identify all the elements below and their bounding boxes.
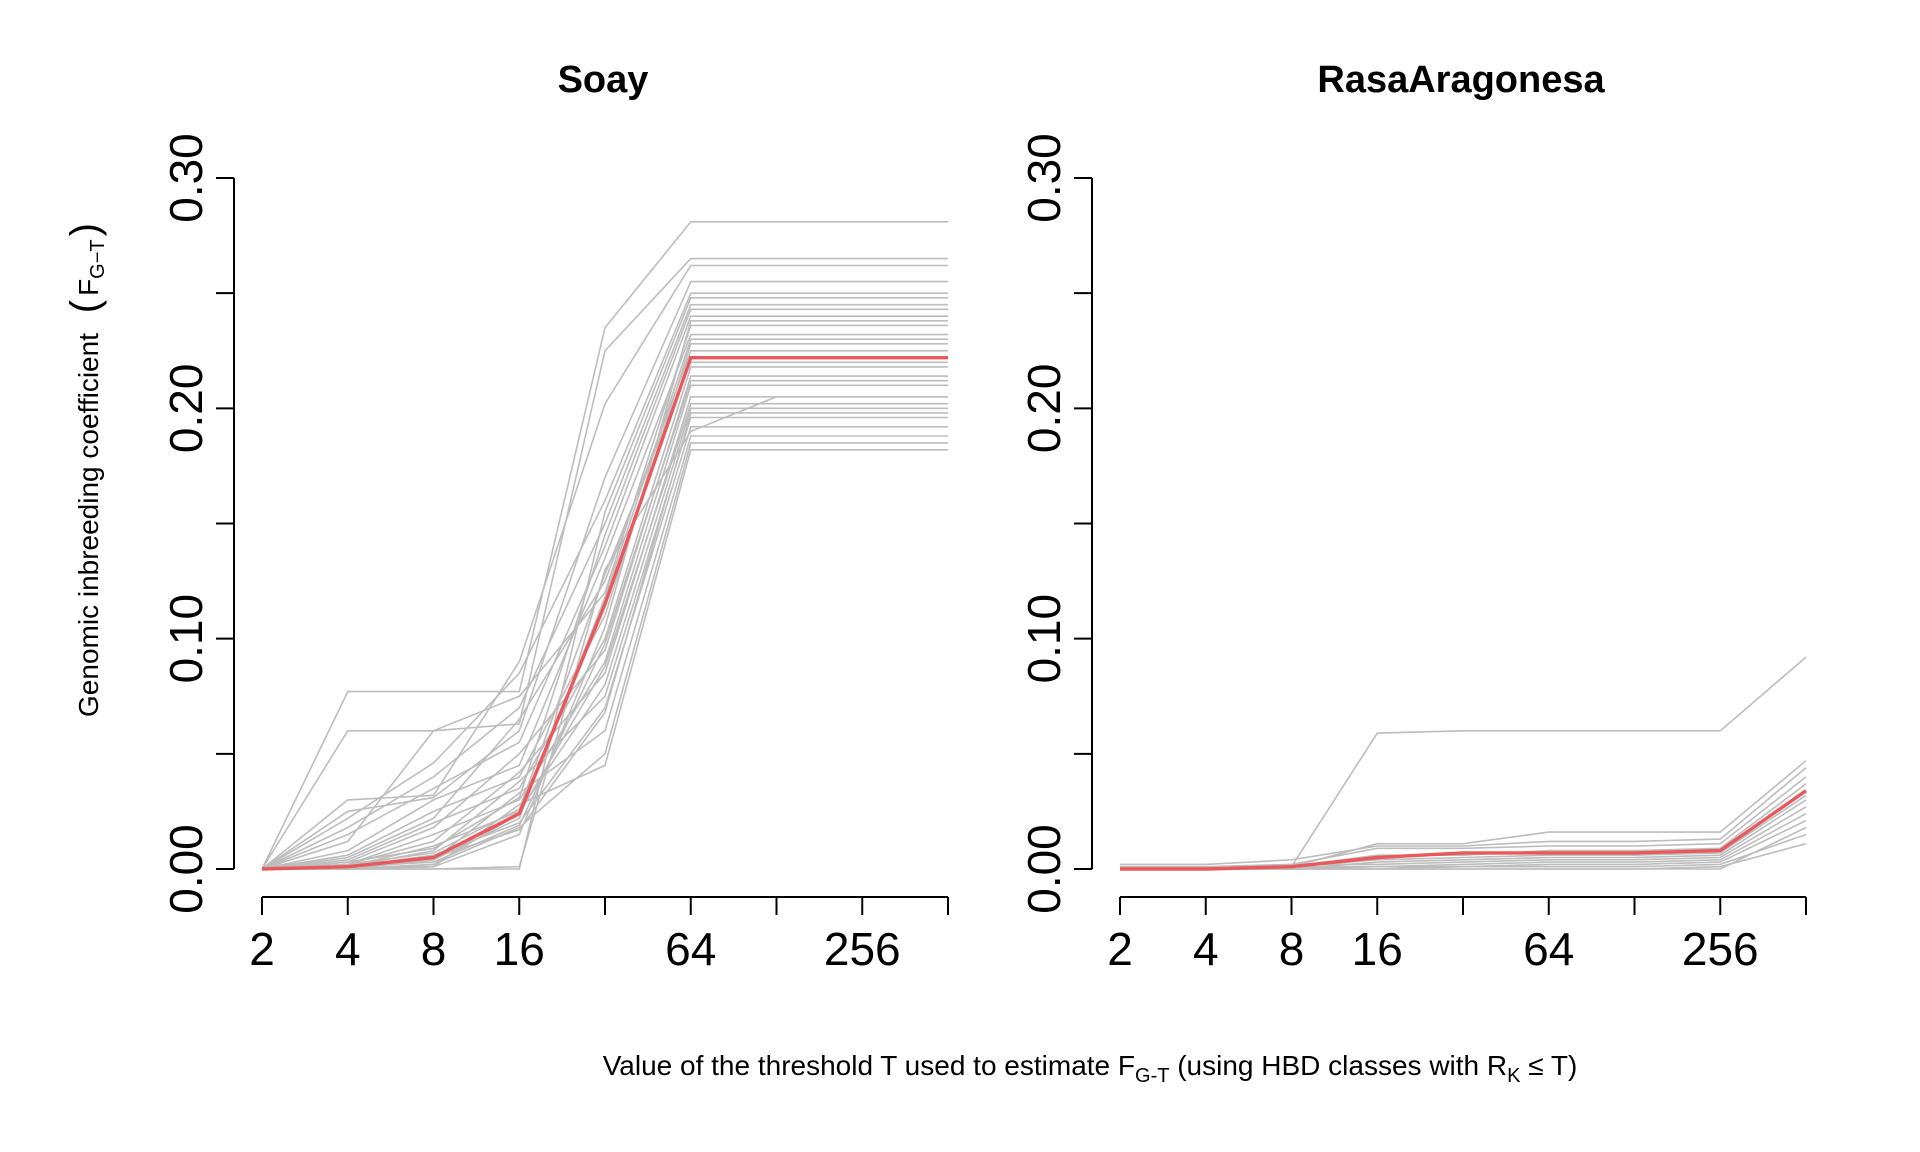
y-tick-label: 0.30	[160, 133, 212, 223]
series-line-mean	[1120, 789, 1807, 871]
series-line-individual	[261, 350, 948, 870]
x-axis-title-mid: (using HBD classes with R	[1169, 1050, 1507, 1081]
x-axis-title-sub1: G-T	[1135, 1065, 1169, 1087]
series-line-individual	[262, 402, 948, 870]
series-line-individual	[261, 343, 948, 870]
series-line-individual	[1120, 806, 1807, 868]
series-line-individual	[261, 315, 948, 870]
series-line-individual	[261, 280, 948, 870]
series-line-individual	[261, 292, 948, 870]
panel-rasaaragonesa: RasaAragonesa 2 4 8 16 64 256 0.00 0.10 0.20 0.30	[1018, 59, 1807, 975]
x-axis-title-post: ≤ T)	[1520, 1050, 1577, 1081]
series-line-individual	[1120, 767, 1807, 866]
y-axis-title: Genomic inbreeding coefficient ( FG−T)	[63, 223, 109, 717]
series-line-individual	[261, 333, 948, 870]
series-line-individual	[261, 257, 948, 870]
series-line-individual	[261, 361, 948, 870]
series-line-individual	[261, 384, 948, 870]
y-tick-label: 0.00	[160, 824, 212, 914]
x-tick-label: 16	[494, 923, 545, 975]
y-tick-label: 0.10	[1018, 594, 1070, 684]
y-axis-var-sub: G−T	[87, 239, 109, 278]
x-tick-label: 64	[665, 923, 716, 975]
series-line-individual	[261, 303, 948, 870]
series-line-individual	[261, 396, 948, 870]
series-line-individual	[261, 221, 948, 870]
y-tick-label: 0.00	[1018, 824, 1070, 914]
x-axis-title: Value of the threshold T used to estimat…	[603, 1050, 1578, 1087]
x-tick-label: 4	[335, 923, 361, 975]
x-tick-label: 256	[1682, 923, 1759, 975]
y-tick-label: 0.20	[160, 364, 212, 454]
y-tick-label: 0.20	[1018, 364, 1070, 454]
x-tick-label: 256	[824, 923, 901, 975]
x-tick-label: 4	[1193, 923, 1219, 975]
x-tick-label: 2	[1107, 923, 1133, 975]
series-line-individual	[261, 308, 948, 870]
y-tick-label: 0.30	[1018, 133, 1070, 223]
x-tick-label: 8	[421, 923, 447, 975]
y-axis-paren-close: )	[63, 223, 107, 236]
panel-soay: Soay 2 4 8 16 64 256 0.00 0.10 0.20 0.30	[160, 59, 949, 975]
x-tick-label: 16	[1352, 923, 1403, 975]
series-line-individual	[262, 442, 948, 870]
series-line-individual	[261, 324, 948, 870]
plot-area-rasaaragonesa: 2 4 8 16 64 256 0.00 0.10 0.20 0.30	[1018, 133, 1807, 975]
series-line-individual	[262, 396, 948, 870]
series-line-individual	[262, 297, 948, 870]
x-tick-label: 2	[249, 923, 275, 975]
series-line-individual	[1120, 656, 1807, 870]
plot-area-soay: 2 4 8 16 64 256 0.00 0.10 0.20 0.30	[160, 133, 949, 975]
series-line-individual	[261, 366, 948, 870]
x-axis-title-text: Value of the threshold T used to estimat…	[603, 1050, 1135, 1081]
x-axis-title-sub2: K	[1507, 1065, 1521, 1087]
series-line-individual	[1120, 812, 1807, 870]
y-axis-title-text: Genomic inbreeding coefficient	[73, 333, 104, 717]
panel-title-rasaaragonesa: RasaAragonesa	[1317, 59, 1605, 101]
y-axis-paren-open: (	[63, 299, 107, 313]
series-line-individual	[261, 375, 948, 870]
y-axis-var: F	[73, 279, 104, 296]
panel-title-soay: Soay	[558, 59, 649, 101]
x-tick-label: 64	[1523, 923, 1574, 975]
x-tick-label: 8	[1279, 923, 1305, 975]
series-line-individual	[261, 264, 948, 870]
series-line-mean	[261, 356, 948, 871]
svg-text:Genomic inbreeding coefficient: Genomic inbreeding coefficient ( FG−T)	[63, 223, 109, 717]
y-tick-label: 0.10	[160, 594, 212, 684]
